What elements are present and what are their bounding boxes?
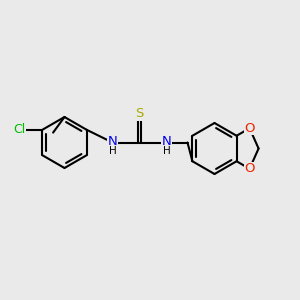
Text: N: N bbox=[162, 135, 171, 148]
Text: O: O bbox=[244, 162, 255, 175]
Text: S: S bbox=[135, 107, 144, 120]
Text: H: H bbox=[163, 146, 171, 156]
Text: N: N bbox=[108, 135, 117, 148]
Text: H: H bbox=[109, 146, 117, 156]
Text: O: O bbox=[244, 122, 255, 135]
Text: Cl: Cl bbox=[14, 123, 26, 136]
